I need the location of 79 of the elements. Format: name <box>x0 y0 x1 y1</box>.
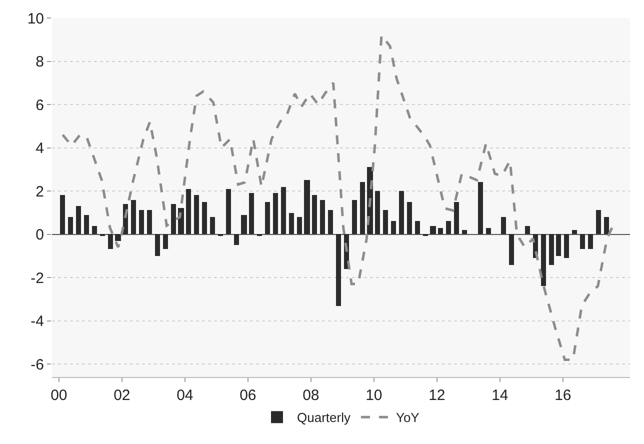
bar <box>399 191 404 234</box>
bar <box>171 204 176 234</box>
bar <box>234 234 239 245</box>
bar <box>273 193 278 234</box>
bar <box>430 226 436 234</box>
bar <box>375 191 380 234</box>
y-tick-label: -2 <box>30 270 44 287</box>
bar <box>226 189 231 234</box>
x-tick-label: 00 <box>50 387 68 404</box>
bar <box>415 221 420 234</box>
bar <box>194 195 199 234</box>
bar <box>155 234 160 256</box>
bar <box>312 195 317 234</box>
bar <box>438 228 443 234</box>
bar <box>297 217 302 234</box>
bar <box>84 215 89 234</box>
bar <box>186 189 191 234</box>
bar <box>501 217 506 234</box>
bar <box>564 234 569 258</box>
bar <box>509 234 514 265</box>
bar <box>336 234 341 306</box>
bar <box>486 228 491 234</box>
bar <box>352 200 357 234</box>
x-tick-label: 08 <box>302 387 320 404</box>
bar <box>289 213 294 234</box>
bar <box>60 195 65 234</box>
x-tick-label: 06 <box>240 387 256 404</box>
x-tick-label: 16 <box>554 387 572 404</box>
bar <box>596 210 601 234</box>
x-tick-label: 10 <box>366 387 382 404</box>
bar <box>328 210 333 234</box>
bar <box>147 210 152 234</box>
bar <box>556 234 561 256</box>
bar <box>478 182 483 234</box>
bar <box>454 202 459 234</box>
y-tick-label: 4 <box>36 140 44 158</box>
bar <box>525 226 530 234</box>
y-tick-label: 6 <box>36 96 44 114</box>
bar <box>202 202 207 234</box>
bar <box>549 234 554 265</box>
bar <box>462 230 467 234</box>
bar <box>588 234 593 249</box>
legend-label: Quarterly <box>297 410 351 426</box>
bar <box>241 215 247 234</box>
bar <box>163 234 168 249</box>
bar <box>383 210 388 234</box>
bar <box>131 200 136 234</box>
line-series <box>61 34 614 361</box>
bar <box>391 221 396 234</box>
x-tick-label: 14 <box>492 387 508 404</box>
bar <box>580 234 585 249</box>
bar <box>249 193 254 234</box>
x-tick-label: 12 <box>428 387 446 404</box>
bar <box>407 202 412 234</box>
y-tick-label: 2 <box>36 183 44 200</box>
bar <box>446 221 451 234</box>
bar <box>281 187 286 234</box>
y-tick-label: 0 <box>36 226 44 244</box>
bar <box>304 180 310 234</box>
bar <box>76 206 81 234</box>
bar <box>265 202 270 234</box>
bar <box>115 234 121 241</box>
bar <box>360 182 365 234</box>
legend-label: YoY <box>396 410 420 426</box>
y-tick-label: -4 <box>30 313 44 330</box>
bar <box>92 226 97 234</box>
bar <box>210 217 215 234</box>
bar <box>572 230 577 234</box>
bar <box>108 234 113 249</box>
bar <box>139 210 144 234</box>
bar <box>320 200 325 234</box>
y-tick-label: -6 <box>30 356 44 374</box>
x-tick-label: 02 <box>114 387 130 404</box>
bar <box>68 217 73 234</box>
bar <box>541 234 546 286</box>
y-tick-label: 10 <box>27 10 44 28</box>
bar <box>604 217 609 234</box>
x-tick-label: 04 <box>176 387 194 404</box>
y-tick-label: 8 <box>36 54 44 70</box>
